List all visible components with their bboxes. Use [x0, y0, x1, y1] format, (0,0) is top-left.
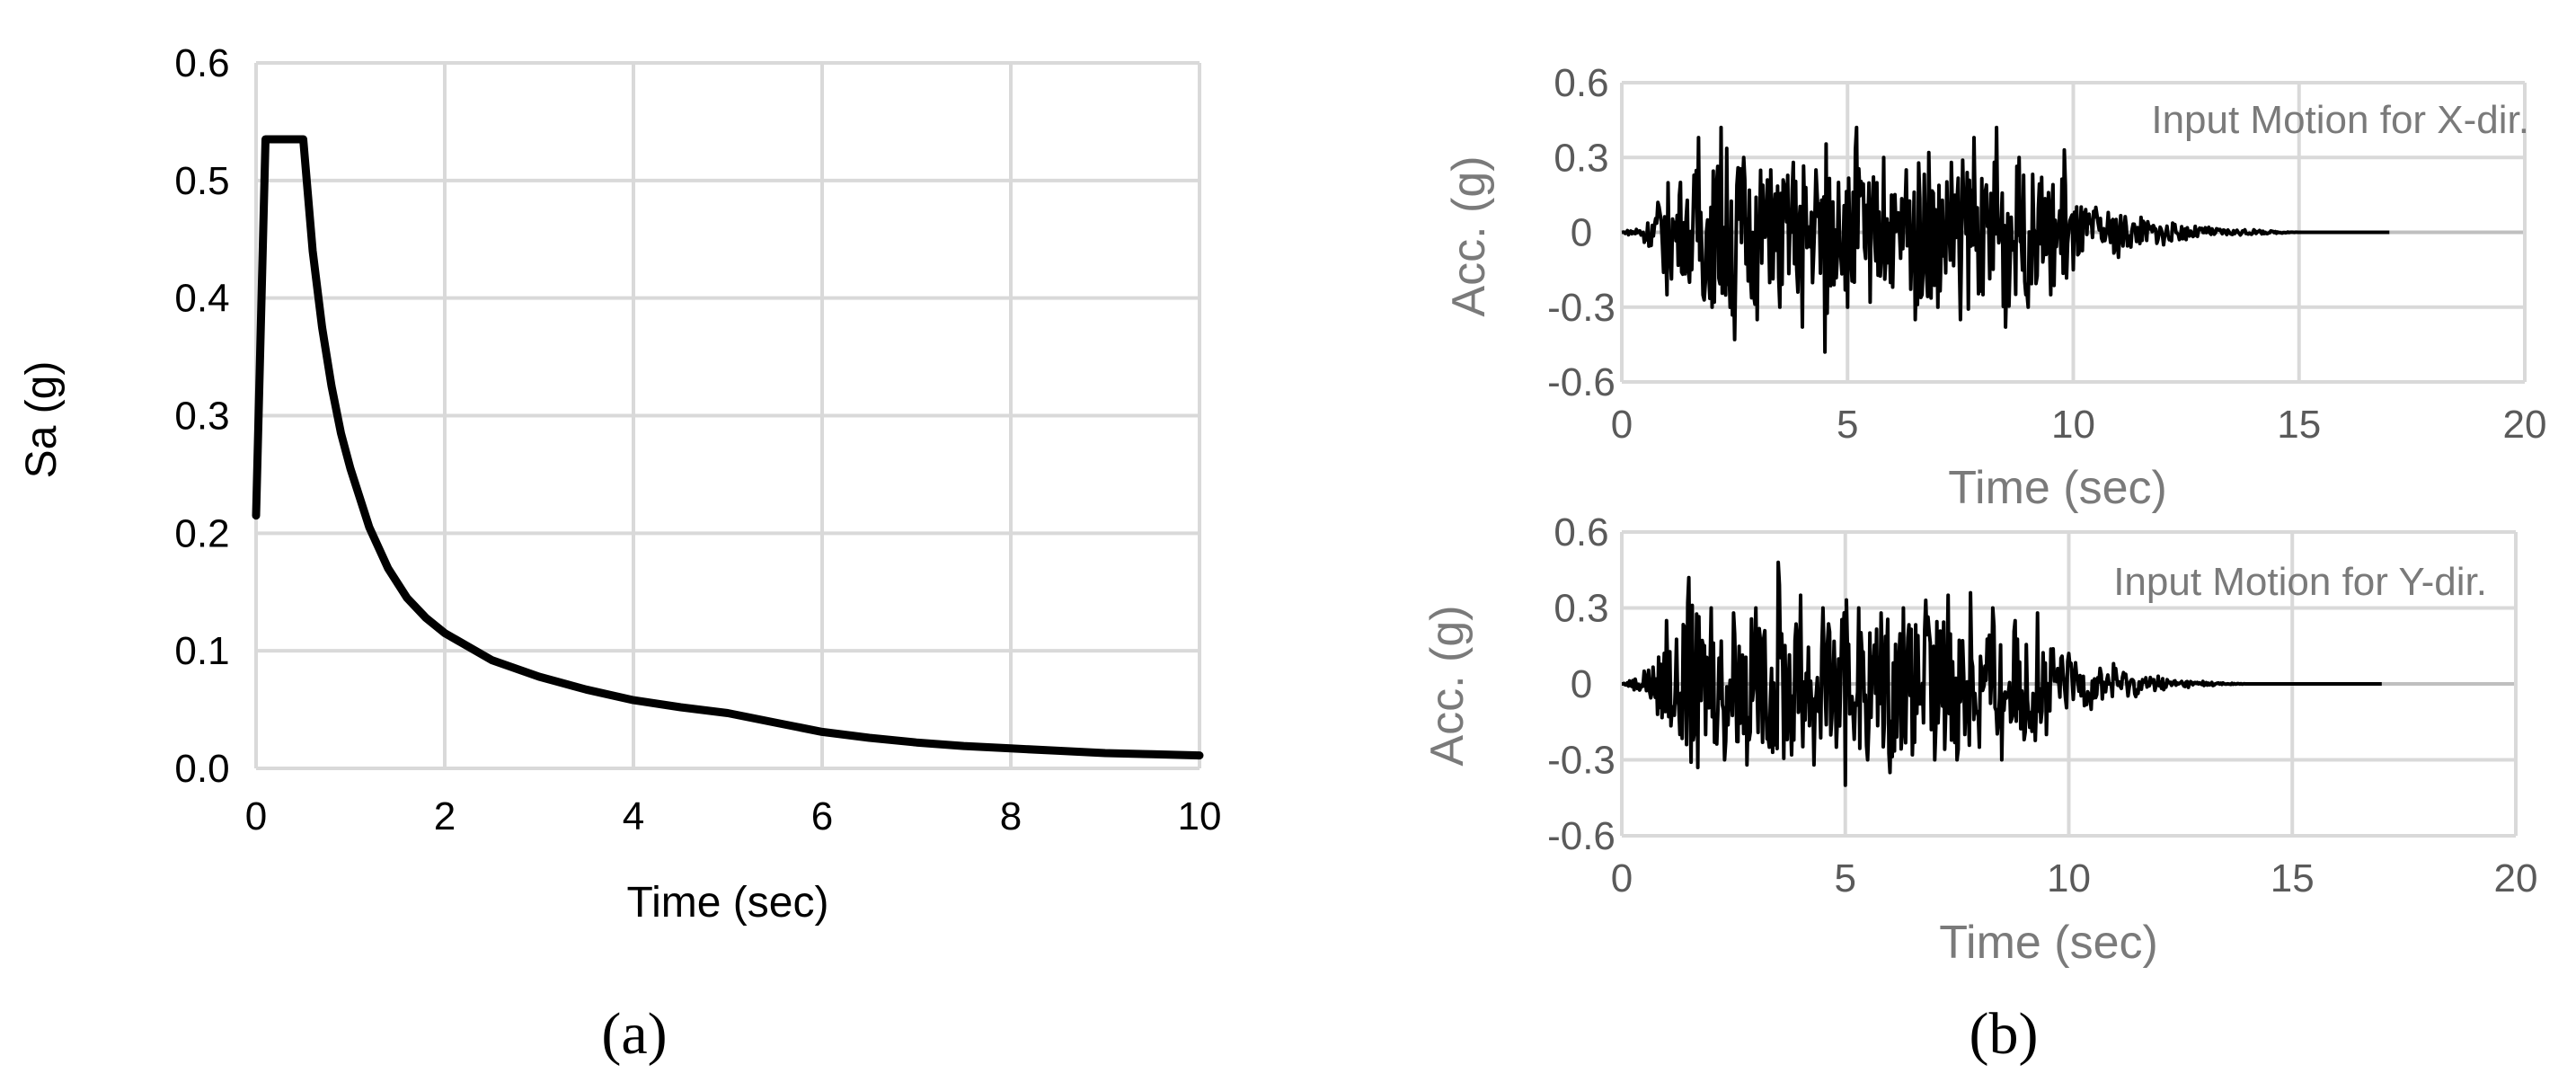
- chart-b2-y-tick-label: 0.3: [1554, 587, 1608, 631]
- chart-a-y-tick-label: 0.0: [174, 747, 229, 791]
- chart-b2-x-tick-label: 10: [2047, 856, 2091, 900]
- chart-b1-y-tick-labels: -0.6 -0.3 0 0.3 0.6: [1547, 61, 1616, 404]
- chart-b1-x-tick-label: 20: [2503, 403, 2547, 447]
- chart-a-y-tick-label: 0.5: [174, 159, 229, 203]
- chart-b2-x-tick-label: 5: [1835, 856, 1856, 900]
- chart-b1-y-axis-title: Acc. (g): [1443, 155, 1495, 316]
- chart-a-x-tick-label: 6: [811, 794, 833, 838]
- chart-b2-x-tick-label: 15: [2271, 856, 2315, 900]
- chart-a-y-tick-label: 0.4: [174, 277, 229, 321]
- response-spectrum-chart: 0.0 0.1 0.2 0.3 0.4 0.5 0.6 0 2 4 6 8 10 Time (sec)…: [18, 41, 1221, 1067]
- x-dir-motion-chart: -0.6 -0.3 0 0.3 0.6 0 5 10 15 20 Input Motion fo…: [1443, 61, 2546, 514]
- chart-b1-x-tick-labels: 0 5 10 15 20: [1611, 403, 2547, 447]
- chart-a-x-tick-label: 2: [434, 794, 456, 838]
- spectrum-series-line: [252, 135, 1204, 760]
- chart-a-y-tick-label: 0.3: [174, 395, 229, 439]
- chart-b1-y-tick-label: 0.3: [1554, 136, 1608, 180]
- chart-b2-annotation: Input Motion for Y-dir.: [2113, 560, 2487, 604]
- chart-b2-y-tick-labels: -0.6 -0.3 0 0.3 0.6: [1547, 510, 1616, 858]
- chart-a-y-tick-label: 0.1: [174, 629, 229, 673]
- chart-b1-y-tick-label: 0.6: [1554, 61, 1608, 105]
- y-dir-acceleration-series-line: [1621, 560, 2383, 787]
- chart-b2-y-axis-title: Acc. (g): [1421, 605, 1474, 766]
- y-dir-motion-chart: -0.6 -0.3 0 0.3 0.6 0 5 10 15 20 Input Motion fo…: [1421, 510, 2537, 969]
- chart-b1-y-tick-label: 0: [1571, 211, 1592, 255]
- chart-a-y-tick-label: 0.2: [174, 511, 229, 555]
- panel-label-a: (a): [601, 1001, 667, 1067]
- chart-a-x-tick-label: 10: [1178, 794, 1222, 838]
- chart-b1-x-axis-title: Time (sec): [1948, 462, 2167, 514]
- chart-a-y-axis-title: Sa (g): [18, 361, 66, 479]
- chart-b1-x-tick-label: 5: [1837, 403, 1858, 447]
- chart-b2-x-tick-label: 0: [1611, 856, 1633, 900]
- chart-b1-y-tick-label: -0.6: [1547, 360, 1616, 404]
- chart-b1-x-tick-label: 10: [2051, 403, 2095, 447]
- chart-b2-y-tick-label: -0.3: [1547, 739, 1616, 783]
- chart-b2-y-tick-label: -0.6: [1547, 814, 1616, 858]
- chart-a-x-tick-label: 8: [1000, 794, 1022, 838]
- chart-b1-x-tick-label: 0: [1611, 403, 1633, 447]
- chart-a-gridlines: [254, 61, 1201, 770]
- chart-a-y-tick-label: 0.6: [174, 41, 229, 85]
- chart-a-x-tick-labels: 0 2 4 6 8 10: [245, 794, 1222, 838]
- chart-b2-y-tick-label: 0: [1571, 662, 1592, 706]
- chart-b1-annotation: Input Motion for X-dir.: [2151, 98, 2529, 142]
- chart-b1-y-tick-label: -0.3: [1547, 286, 1616, 330]
- chart-a-x-axis-title: Time (sec): [627, 879, 829, 927]
- chart-b2-x-axis-title: Time (sec): [1939, 917, 2158, 969]
- chart-a-x-tick-label: 4: [623, 794, 644, 838]
- chart-b2-x-tick-label: 20: [2494, 856, 2538, 900]
- chart-b2-y-tick-label: 0.6: [1554, 510, 1608, 554]
- x-dir-acceleration-series-line: [1621, 125, 2390, 354]
- chart-a-y-tick-labels: 0.0 0.1 0.2 0.3 0.4 0.5 0.6: [174, 41, 229, 791]
- chart-a-x-tick-label: 0: [245, 794, 267, 838]
- chart-b2-x-tick-labels: 0 5 10 15 20: [1611, 856, 2538, 900]
- chart-b1-gridlines: [1620, 81, 2527, 384]
- panel-label-b: (b): [1970, 1001, 2039, 1067]
- chart-b1-x-tick-label: 15: [2277, 403, 2321, 447]
